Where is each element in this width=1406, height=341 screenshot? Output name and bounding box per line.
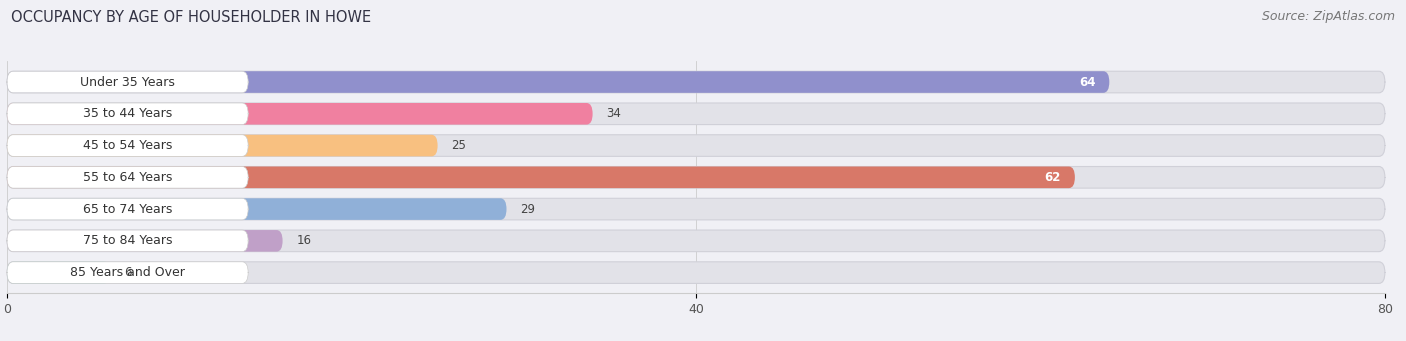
Text: 35 to 44 Years: 35 to 44 Years xyxy=(83,107,172,120)
FancyBboxPatch shape xyxy=(7,262,111,283)
Text: 16: 16 xyxy=(297,234,311,247)
FancyBboxPatch shape xyxy=(7,103,1385,124)
FancyBboxPatch shape xyxy=(7,198,506,220)
FancyBboxPatch shape xyxy=(7,230,283,252)
FancyBboxPatch shape xyxy=(7,198,249,220)
FancyBboxPatch shape xyxy=(7,166,1385,188)
Text: 62: 62 xyxy=(1045,171,1062,184)
FancyBboxPatch shape xyxy=(7,71,249,93)
FancyBboxPatch shape xyxy=(7,135,249,157)
FancyBboxPatch shape xyxy=(7,198,1385,220)
FancyBboxPatch shape xyxy=(7,135,1385,157)
FancyBboxPatch shape xyxy=(7,166,1074,188)
Text: 85 Years and Over: 85 Years and Over xyxy=(70,266,186,279)
Text: Under 35 Years: Under 35 Years xyxy=(80,75,174,89)
FancyBboxPatch shape xyxy=(7,262,1385,283)
FancyBboxPatch shape xyxy=(7,71,1109,93)
Text: 65 to 74 Years: 65 to 74 Years xyxy=(83,203,173,216)
FancyBboxPatch shape xyxy=(7,71,1385,93)
FancyBboxPatch shape xyxy=(7,135,437,157)
FancyBboxPatch shape xyxy=(7,262,249,283)
FancyBboxPatch shape xyxy=(7,166,249,188)
Text: OCCUPANCY BY AGE OF HOUSEHOLDER IN HOWE: OCCUPANCY BY AGE OF HOUSEHOLDER IN HOWE xyxy=(11,10,371,25)
Text: 64: 64 xyxy=(1078,75,1095,89)
FancyBboxPatch shape xyxy=(7,103,593,124)
FancyBboxPatch shape xyxy=(7,103,249,124)
FancyBboxPatch shape xyxy=(7,230,249,252)
FancyBboxPatch shape xyxy=(7,230,1385,252)
Text: 75 to 84 Years: 75 to 84 Years xyxy=(83,234,173,247)
Text: 34: 34 xyxy=(606,107,621,120)
Text: 55 to 64 Years: 55 to 64 Years xyxy=(83,171,173,184)
Text: 25: 25 xyxy=(451,139,467,152)
Text: 6: 6 xyxy=(124,266,132,279)
Text: 29: 29 xyxy=(520,203,536,216)
Text: Source: ZipAtlas.com: Source: ZipAtlas.com xyxy=(1261,10,1395,23)
Text: 45 to 54 Years: 45 to 54 Years xyxy=(83,139,173,152)
